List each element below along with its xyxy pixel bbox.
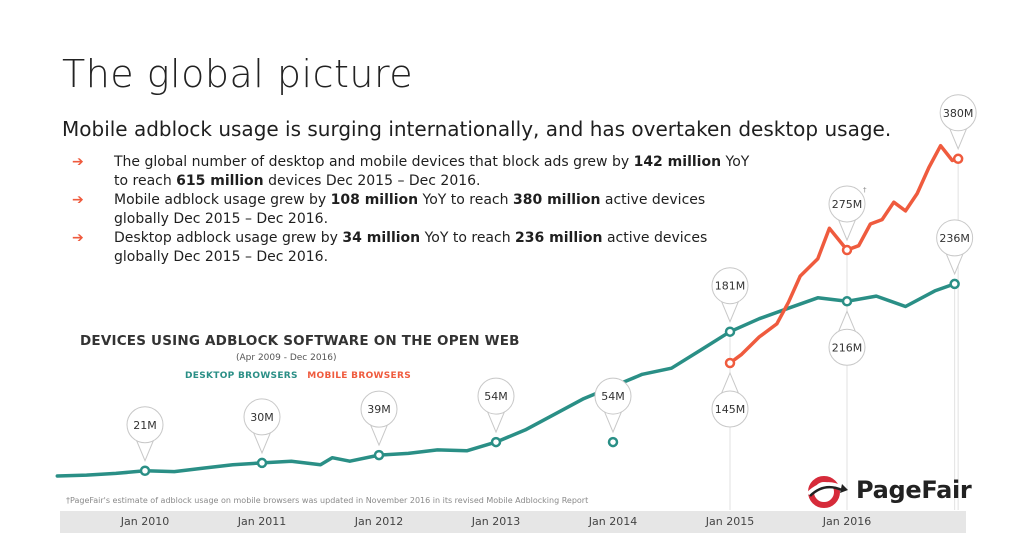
x-tick-label: Jan 2013 — [471, 515, 520, 528]
data-point-marker — [949, 278, 960, 290]
footnote: †PageFair's estimate of adblock usage on… — [66, 496, 589, 505]
page-subtitle: Mobile adblock usage is surging internat… — [62, 117, 892, 141]
legend-mobile: MOBILE BROWSERS — [307, 371, 411, 381]
callout-bubble — [828, 328, 866, 366]
bullet-list: ➔ The global number of desktop and mobile… — [72, 153, 752, 267]
callout-bubble — [126, 406, 164, 444]
x-tick-label: Jan 2014 — [588, 515, 637, 528]
data-label: 380M — [943, 107, 974, 120]
callout-pointer — [719, 297, 741, 324]
data-point-marker — [952, 153, 964, 165]
chart-legend: DESKTOP BROWSERS MOBILE BROWSERS — [185, 371, 411, 381]
data-label: 54M — [484, 390, 508, 403]
data-label: 145M — [715, 403, 746, 416]
callout-pointer — [134, 436, 156, 463]
callout-pointer — [719, 371, 741, 398]
data-label: 30M — [250, 411, 274, 424]
callout-bubble — [243, 398, 281, 436]
x-tick-label: Jan 2016 — [822, 515, 871, 528]
data-label: 181M — [715, 280, 746, 293]
data-label: 216M — [832, 341, 863, 354]
data-label: 236M — [939, 232, 970, 245]
callout-bubble — [828, 185, 866, 223]
bullet-item: ➔ Mobile adblock usage grew by 108 millio… — [72, 192, 706, 227]
data-point-marker — [841, 244, 853, 256]
callout-pointer — [947, 124, 969, 151]
callout-pointer — [944, 249, 966, 276]
pagefair-logo-icon — [806, 476, 848, 508]
data-point-marker — [373, 449, 385, 461]
callout-pointer — [485, 407, 507, 434]
x-tick-label: Jan 2011 — [237, 515, 286, 528]
x-axis-band — [60, 511, 966, 533]
arrow-icon: ➔ — [72, 230, 84, 246]
chart-title: DEVICES USING ADBLOCK SOFTWARE ON THE OP… — [80, 333, 520, 349]
callout-bubble — [711, 267, 749, 305]
callout-pointer — [368, 420, 390, 447]
callout-bubble — [477, 377, 515, 415]
data-label: 275M — [832, 198, 863, 211]
data-point-marker — [841, 296, 853, 307]
data-label: 54M — [601, 390, 625, 403]
data-point-marker — [256, 457, 268, 469]
bullet-item: ➔ Desktop adblock usage grew by 34 millio… — [72, 230, 708, 265]
page-title: The global picture — [62, 52, 414, 96]
callout-pointer — [836, 309, 858, 336]
data-point-marker — [490, 436, 502, 448]
callout-pointer — [836, 215, 858, 242]
data-point-marker — [139, 465, 151, 477]
callout-bubble — [360, 390, 398, 428]
pagefair-logo: PageFair — [802, 474, 972, 510]
callout-bubble — [936, 219, 974, 257]
callout-bubble — [711, 390, 749, 428]
data-point-marker — [724, 357, 736, 369]
brand-name: PageFair — [856, 476, 972, 504]
chart-subtitle: (Apr 2009 - Dec 2016) — [236, 353, 337, 363]
callout-pointer — [602, 407, 624, 434]
x-tick-label: Jan 2015 — [705, 515, 754, 528]
bullet-item: ➔ The global number of desktop and mobile… — [72, 154, 750, 189]
legend-desktop: DESKTOP BROWSERS — [185, 371, 298, 381]
x-tick-label: Jan 2012 — [354, 515, 403, 528]
callout-bubble — [939, 94, 977, 132]
arrow-icon: ➔ — [72, 154, 84, 170]
series-mobile-line — [728, 143, 960, 365]
callout-pointer — [251, 428, 273, 455]
data-point-marker — [607, 436, 619, 448]
callout-bubble — [594, 377, 632, 415]
x-tick-label: Jan 2010 — [120, 515, 169, 528]
arrow-icon: ➔ — [72, 192, 84, 208]
data-label: 39M — [367, 403, 391, 416]
data-point-marker — [724, 326, 736, 337]
data-label: 21M — [133, 419, 157, 432]
footnote-mark: † — [863, 186, 867, 194]
